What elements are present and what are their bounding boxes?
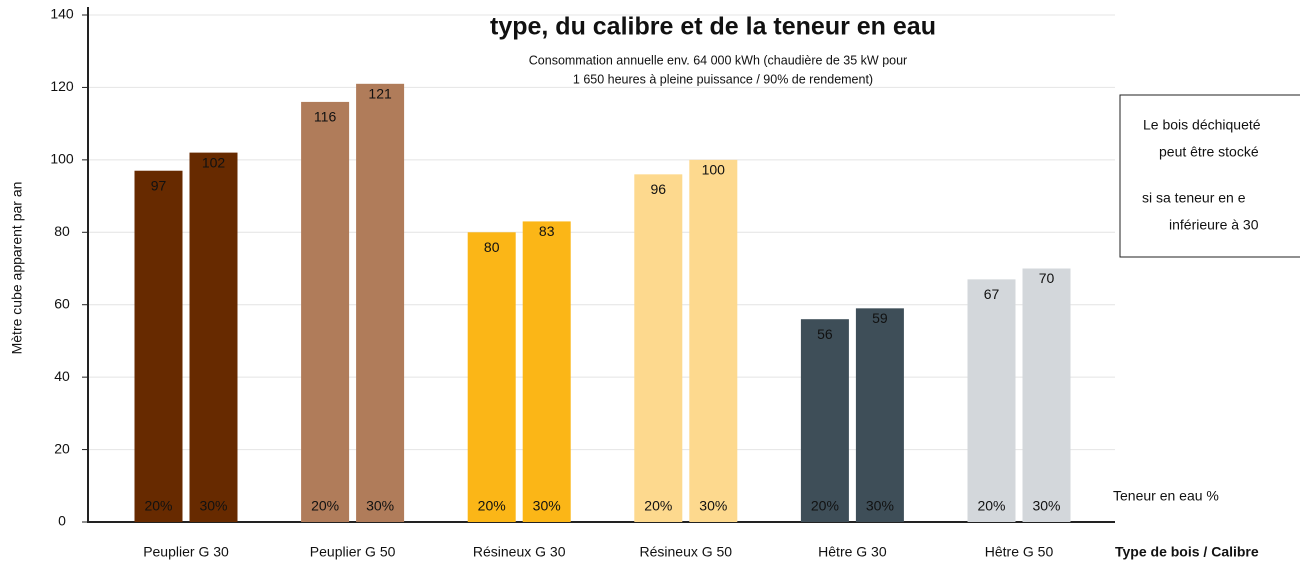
- annotation: peut être stocké: [1159, 144, 1259, 160]
- bar: [301, 101, 350, 523]
- subtitle: 1 650 heures à pleine puissance / 90% de…: [573, 72, 873, 86]
- series-name-label: 20%: [478, 498, 506, 514]
- value-label: 56: [817, 326, 833, 342]
- bar: [467, 232, 516, 523]
- y-tick-label: 80: [54, 223, 70, 239]
- y-tick-label: 120: [50, 78, 74, 94]
- series-name-label: 20%: [977, 498, 1005, 514]
- subtitle: Consommation annuelle env. 64 000 kWh (c…: [529, 53, 907, 67]
- annotation: inférieure à 30: [1169, 217, 1259, 233]
- value-label: 83: [539, 223, 555, 239]
- annotation: Le bois déchiqueté: [1143, 117, 1261, 133]
- bar: [634, 174, 683, 523]
- series-name-label: 30%: [699, 498, 727, 514]
- bar: [689, 159, 738, 522]
- y-tick-label: 140: [50, 6, 74, 22]
- series-name-label: 30%: [1032, 498, 1060, 514]
- series-name-label: 20%: [144, 498, 172, 514]
- x-tick-label: Hêtre G 50: [985, 544, 1054, 560]
- bar: [356, 83, 405, 523]
- x-tick-label: Peuplier G 50: [310, 544, 396, 560]
- y-tick-label: 40: [54, 368, 70, 384]
- y-tick-label: 100: [50, 151, 74, 167]
- series-name-label: 30%: [199, 498, 227, 514]
- value-label: 70: [1039, 270, 1055, 286]
- value-label: 97: [151, 177, 167, 193]
- x-tick-label: Peuplier G 30: [143, 544, 229, 560]
- y-axis-label: Mètre cube apparent par an: [9, 182, 25, 355]
- value-label: 80: [484, 239, 500, 255]
- y-tick-label: 60: [54, 295, 70, 311]
- value-label: 121: [368, 86, 392, 102]
- series-name-label: 30%: [366, 498, 394, 514]
- bar: [967, 279, 1016, 522]
- bar: [855, 308, 904, 522]
- x-tick-label: Hêtre G 30: [818, 544, 887, 560]
- y-tick-label: 20: [54, 440, 70, 456]
- value-label: 67: [984, 286, 1000, 302]
- series-name-label: 20%: [311, 498, 339, 514]
- annotation-box: [1119, 94, 1300, 258]
- series-name-label: 20%: [644, 498, 672, 514]
- bar: [1022, 268, 1071, 522]
- x-tick-label: Résineux G 50: [639, 544, 732, 560]
- value-label: 116: [314, 109, 337, 125]
- value-label: 102: [202, 154, 226, 170]
- series-name-label: 20%: [811, 498, 839, 514]
- series-name-label: 30%: [533, 498, 561, 514]
- bar: [522, 221, 571, 522]
- x-axis-label: Type de bois / Calibre: [1115, 544, 1259, 560]
- annotation: si sa teneur en e: [1142, 190, 1246, 206]
- value-label: 100: [702, 162, 726, 178]
- series-name-label: 30%: [866, 498, 894, 514]
- value-label: 96: [651, 181, 667, 197]
- x-tick-label: Résineux G 30: [473, 544, 566, 560]
- bar: [134, 170, 183, 522]
- bar: [800, 319, 849, 522]
- series-label: Teneur en eau %: [1113, 488, 1219, 504]
- y-tick-label: 0: [58, 513, 66, 529]
- value-label: 59: [872, 310, 888, 326]
- bar: [189, 152, 238, 522]
- chart-title: type, du calibre et de la teneur en eau: [490, 13, 936, 41]
